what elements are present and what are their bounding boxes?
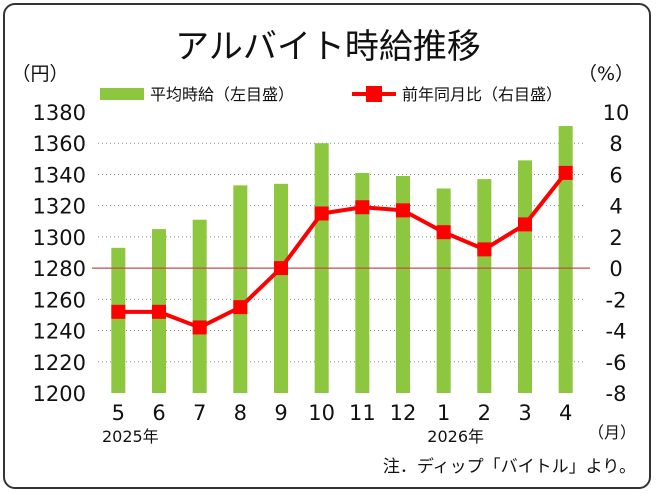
yoy-marker-5: [111, 304, 126, 319]
yoy-line: [118, 171, 568, 330]
x-tick-label: 7: [193, 401, 206, 425]
x-axis-unit: （月）: [588, 423, 636, 442]
right-axis-unit: （%）: [578, 63, 634, 85]
yoy-marker-4: [558, 165, 573, 180]
bar-5: [111, 247, 126, 393]
bar-2: [477, 179, 492, 393]
yoy-marker-6: [152, 304, 166, 319]
legend-label-average-wage: 平均時給（左目盛）: [150, 85, 294, 104]
x-tick-label: 6: [152, 401, 165, 425]
yoy-marker-11: [355, 200, 370, 215]
right-tick-label: 4: [609, 195, 622, 219]
legend: 平均時給（左目盛） 前年同月比（右目盛）: [100, 85, 562, 104]
bar-1: [436, 188, 451, 393]
right-tick-label: 0: [609, 257, 622, 281]
right-tick-label: 2: [609, 226, 622, 250]
source-note: 注．ディップ「バイトル」より。: [383, 456, 636, 477]
right-tick-label: 6: [609, 163, 622, 187]
line-series: [111, 165, 573, 335]
left-axis-ticks: 1200 1220 1240 1260 1280 1300 1320 1340 1360 1380: [33, 101, 86, 406]
chart-title: アルバイト時給推移: [175, 27, 481, 67]
yoy-marker-3: [518, 217, 532, 232]
right-tick-label: -6: [606, 351, 627, 375]
left-tick-label: 1240: [33, 320, 86, 344]
left-tick-label: 1280: [33, 257, 86, 281]
x-tick-label: 5: [112, 401, 125, 425]
yoy-marker-12: [396, 203, 410, 218]
x-tick-label: 4: [559, 401, 572, 425]
left-tick-label: 1220: [33, 351, 86, 375]
x-tick-label: 12: [390, 401, 417, 425]
left-tick-label: 1380: [33, 101, 86, 125]
yoy-marker-1: [436, 225, 451, 240]
year-label: 2025年: [102, 427, 159, 446]
bar-9: [274, 183, 288, 393]
left-tick-label: 1360: [33, 132, 86, 156]
right-tick-label: 10: [603, 101, 630, 125]
left-tick-label: 1260: [33, 288, 86, 312]
legend-label-yoy: 前年同月比（右目盛）: [402, 85, 562, 104]
bar-7: [192, 219, 207, 393]
left-tick-label: 1300: [33, 226, 86, 250]
yoy-marker-7: [192, 320, 207, 335]
x-tick-label: 10: [308, 401, 335, 425]
bar-12: [396, 176, 410, 393]
yoy-marker-10: [314, 206, 329, 221]
yoy-marker-8: [233, 300, 248, 315]
yoy-marker-2: [477, 242, 492, 257]
x-tick-label: 1: [437, 401, 450, 425]
bar-series: [111, 126, 573, 394]
left-tick-label: 1340: [33, 163, 86, 187]
left-axis-unit: （円）: [11, 63, 68, 85]
right-tick-label: -2: [606, 288, 627, 312]
bar-11: [355, 172, 370, 393]
gridlines: [98, 142, 586, 363]
x-tick-label: 11: [349, 401, 376, 425]
right-tick-label: -4: [606, 320, 627, 344]
left-tick-label: 1320: [33, 195, 86, 219]
year-label: 2026年: [427, 427, 484, 446]
x-tick-label: 3: [518, 401, 531, 425]
bar-3: [518, 160, 532, 393]
x-tick-label: 2: [478, 401, 491, 425]
x-tick-label: 9: [274, 401, 287, 425]
legend-swatch-average-wage: [100, 88, 144, 100]
right-tick-label: 8: [609, 132, 622, 156]
bar-8: [233, 185, 248, 393]
right-axis-ticks: -8 -6 -4 -2 0 2 4 6 8 10: [603, 101, 630, 406]
x-tick-label: 8: [234, 401, 247, 425]
right-tick-label: -8: [606, 382, 627, 406]
yoy-marker-9: [274, 261, 288, 276]
left-tick-label: 1200: [33, 382, 86, 406]
legend-swatch-yoy-marker: [366, 86, 382, 102]
bar-4: [558, 126, 573, 394]
